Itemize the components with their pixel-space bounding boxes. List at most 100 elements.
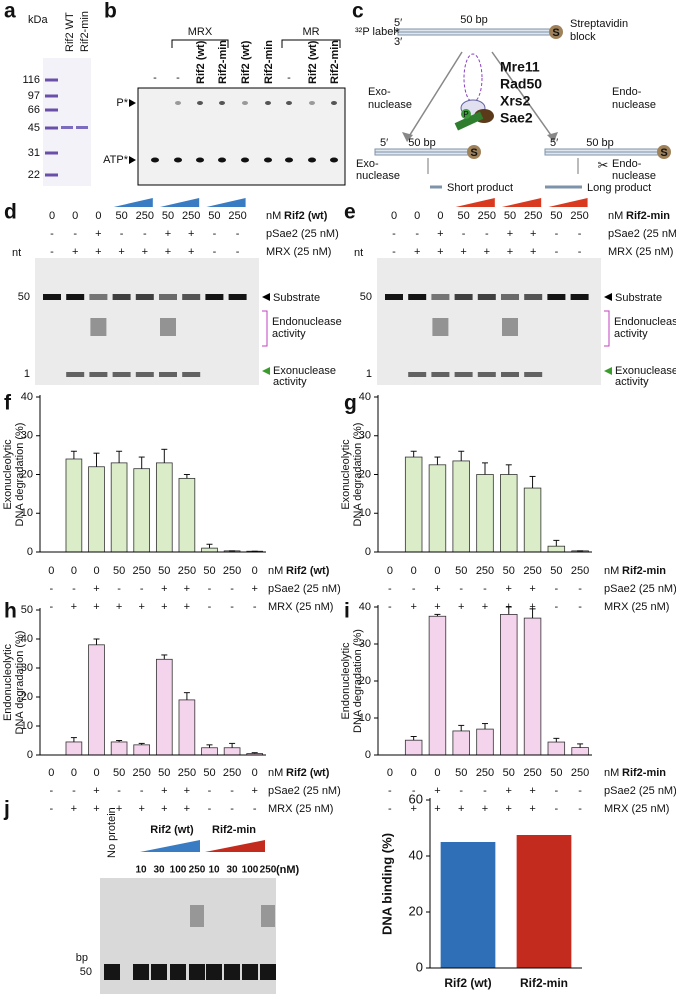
band [151,964,167,980]
cell: - [213,228,217,240]
marker-band [45,126,58,130]
bar [523,487,542,553]
x-axis-label: Rif2 (wt) [286,767,330,779]
sae2 [454,111,484,131]
wedge [113,198,153,207]
enzyme-label: Endo- [612,86,642,98]
row-label: nM [266,210,281,222]
x-tick-label: 250 [523,767,541,779]
cell: 250 [478,210,496,222]
cell: - [388,601,392,613]
wedge [206,198,246,207]
band-label: ATP* [103,154,129,166]
x-tick-label: 250 [571,767,589,779]
y-tick-label: 30 [21,662,33,674]
cell: - [485,228,489,240]
y-tick-label: 0 [416,959,423,974]
cell: - [462,228,466,240]
row-label: MRX (25 nM) [604,601,669,613]
marker-label: 97 [28,90,40,102]
lane-label: - [153,72,157,84]
bar [404,456,423,553]
arrowhead [262,367,270,375]
cell: 250 [182,210,200,222]
y-axis-label: DNA degradation (%) [352,629,364,733]
bar [404,739,423,756]
cell: - [236,246,240,258]
band [159,372,177,377]
row-label: MRX (25 nM) [608,246,673,258]
annotation: Endonuclease [614,316,676,328]
spot [242,101,248,105]
band [408,372,427,377]
cell: - [578,246,582,258]
x-tick-label: 250 [476,565,494,577]
bar [65,458,83,553]
bar [440,842,496,968]
bar [178,699,196,756]
spot [309,101,315,105]
smear [190,905,204,927]
group-label: Rif2 (wt) [150,824,194,836]
lane-label: Rif2 (wt) [195,40,207,84]
y-axis-label: DNA degradation (%) [14,423,26,527]
spot [331,101,337,105]
band [104,964,120,980]
cell: - [459,583,463,595]
cell: - [140,583,144,595]
x-tick-label: 50 [113,565,125,577]
annotation: Substrate [615,292,662,304]
band [228,294,247,300]
smear [261,905,275,927]
protein-label: Mre11 [500,59,540,75]
cell: 50 [115,210,127,222]
row-label: MRX (25 nM) [604,803,669,815]
x-tick-label: 50 [158,565,170,577]
length-label: 50 bp [586,137,614,149]
panel-letter: h [4,600,17,623]
bar [201,547,218,553]
cell: 50 [208,210,220,222]
spot [218,157,226,163]
protein-label: Rad50 [500,76,542,92]
marker-label: 1 [366,368,372,380]
bar [133,744,151,756]
annotation: Exonuclease [273,365,336,377]
cell: 0 [391,210,397,222]
cell: - [208,803,212,815]
cell: - [415,228,419,240]
protein-band [61,126,73,129]
y-axis-label: Endonucleolytic [340,642,352,720]
bar [476,474,494,553]
spot [174,157,182,163]
cell: - [230,601,234,613]
cell: - [236,228,240,240]
band [112,294,131,300]
x-axis-label: Rif2-min [622,565,666,577]
cell: + [529,601,535,613]
panel-letter: g [344,392,357,415]
y-tick-label: 30 [21,430,33,442]
x-tick-label: 50 [550,565,562,577]
bar [155,658,173,756]
cell: - [230,583,234,595]
row-label: pSae2 (25 nM) [608,228,676,240]
bracket [281,39,341,48]
x-tick-label: 50 [158,767,170,779]
enzyme-label: nuclease [368,99,412,111]
y-tick-label: 40 [21,633,33,645]
cell: 50 [457,210,469,222]
y-tick-label: 40 [409,847,423,862]
cell: + [484,246,490,258]
cell: + [138,803,144,815]
enzyme-label: nuclease [612,99,656,111]
marker-band [45,173,58,177]
bar [428,615,447,756]
cell: + [458,803,464,815]
lane-label: Rif2 (wt) [240,40,252,84]
cell: - [578,583,582,595]
annotation: activity [272,328,306,340]
cell: + [434,601,440,613]
y-tick-label: 20 [359,675,371,687]
protein-label: Xrs2 [500,93,531,109]
